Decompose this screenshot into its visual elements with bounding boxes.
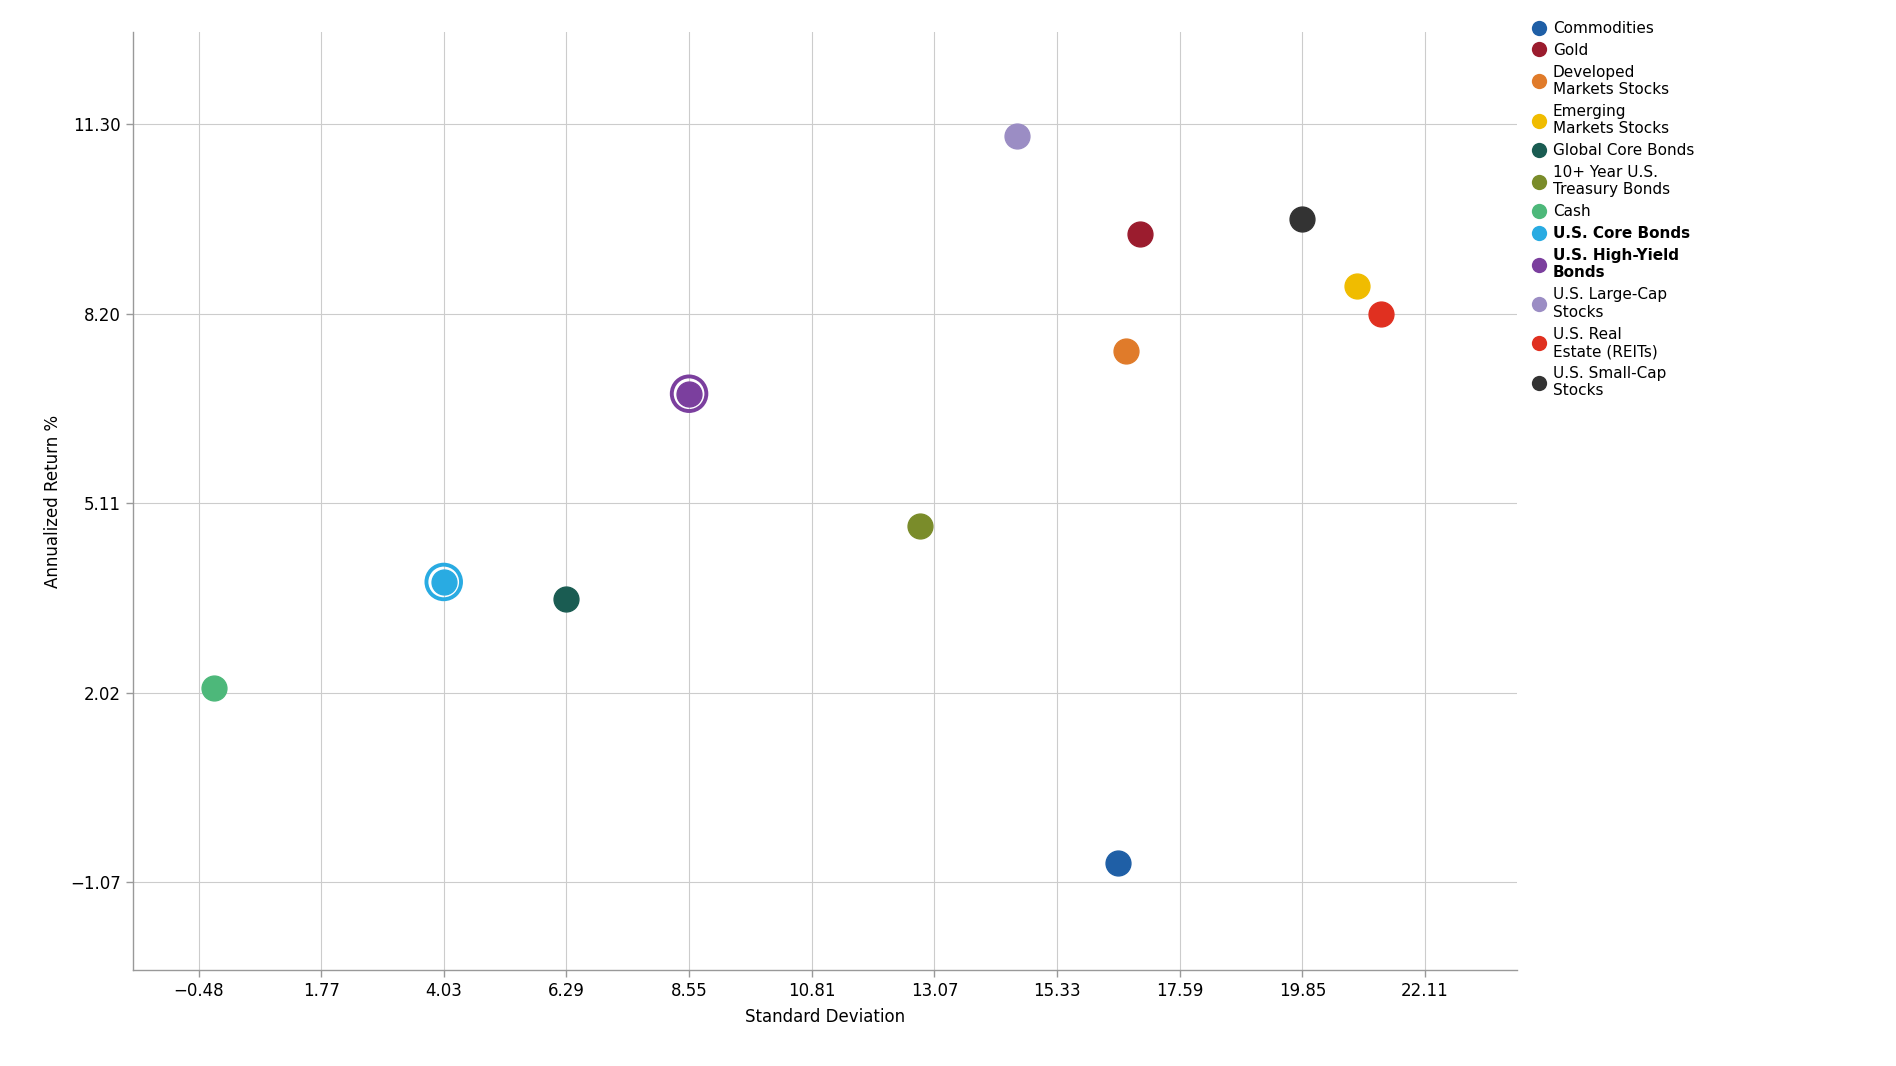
Point xyxy=(1124,226,1155,243)
Point xyxy=(1287,210,1318,227)
Point xyxy=(673,385,703,402)
Point xyxy=(552,591,582,608)
Point xyxy=(1003,128,1033,145)
Point xyxy=(428,574,459,591)
Point xyxy=(1103,854,1134,871)
Y-axis label: Annualized Return %: Annualized Return % xyxy=(44,415,63,587)
Point xyxy=(904,517,935,534)
Point xyxy=(1111,342,1141,359)
Point xyxy=(199,679,229,696)
Point xyxy=(428,574,459,591)
Point xyxy=(1342,278,1373,295)
Point xyxy=(1365,306,1395,323)
X-axis label: Standard Deviation: Standard Deviation xyxy=(745,1008,904,1027)
Point xyxy=(673,385,703,402)
Legend: Commodities, Gold, Developed
Markets Stocks, Emerging
Markets Stocks, Global Cor: Commodities, Gold, Developed Markets Sto… xyxy=(1532,21,1695,399)
